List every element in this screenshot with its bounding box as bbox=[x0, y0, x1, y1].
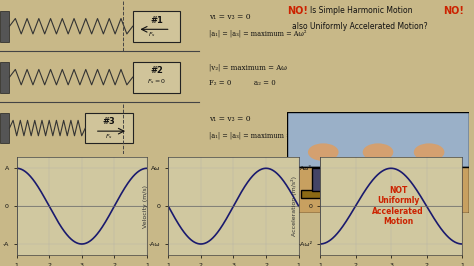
Y-axis label: Acceleration (m/s²): Acceleration (m/s²) bbox=[291, 176, 297, 236]
Text: F₂ = 0          a₂ = 0: F₂ = 0 a₂ = 0 bbox=[209, 79, 275, 87]
FancyBboxPatch shape bbox=[0, 62, 9, 93]
FancyBboxPatch shape bbox=[287, 167, 469, 213]
Y-axis label: Velocity (m/s): Velocity (m/s) bbox=[143, 185, 148, 228]
FancyBboxPatch shape bbox=[287, 112, 469, 167]
Text: $F_s$: $F_s$ bbox=[105, 132, 113, 141]
Text: v₁ = v₃ = 0: v₁ = v₃ = 0 bbox=[209, 13, 250, 21]
FancyBboxPatch shape bbox=[312, 168, 334, 190]
Text: NO!: NO! bbox=[287, 6, 308, 16]
Text: $F_s = 0$: $F_s = 0$ bbox=[147, 77, 166, 86]
Text: Is Simple Harmonic Motion: Is Simple Harmonic Motion bbox=[310, 6, 413, 15]
Text: #3: #3 bbox=[103, 117, 115, 126]
Circle shape bbox=[309, 144, 338, 160]
Text: NO!: NO! bbox=[443, 6, 464, 16]
FancyBboxPatch shape bbox=[418, 168, 440, 190]
Text: NOT
Uniformly
Accelerated
Motion: NOT Uniformly Accelerated Motion bbox=[373, 186, 424, 226]
Text: #2: #2 bbox=[150, 66, 163, 76]
FancyBboxPatch shape bbox=[133, 62, 180, 93]
Text: |a₁| = |a₃| = maximum = Aω²: |a₁| = |a₃| = maximum = Aω² bbox=[209, 30, 306, 38]
Text: |v₂| = maximum = Aω: |v₂| = maximum = Aω bbox=[209, 64, 287, 72]
Text: $F_s$: $F_s$ bbox=[148, 30, 155, 39]
FancyBboxPatch shape bbox=[407, 190, 451, 198]
Text: v₁ = v₃ = 0: v₁ = v₃ = 0 bbox=[209, 115, 250, 123]
FancyBboxPatch shape bbox=[356, 190, 400, 198]
FancyBboxPatch shape bbox=[0, 11, 9, 42]
FancyBboxPatch shape bbox=[133, 11, 180, 42]
FancyBboxPatch shape bbox=[367, 168, 389, 190]
Y-axis label: Position (m): Position (m) bbox=[0, 188, 1, 225]
Circle shape bbox=[414, 144, 444, 160]
Circle shape bbox=[364, 144, 392, 160]
FancyBboxPatch shape bbox=[0, 113, 9, 143]
Text: also Uniformly Accelerated Motion?: also Uniformly Accelerated Motion? bbox=[292, 22, 427, 31]
FancyBboxPatch shape bbox=[85, 113, 133, 143]
Text: |a₁| = |a₃| = maximum = Aω²: |a₁| = |a₃| = maximum = Aω² bbox=[209, 132, 306, 140]
Text: #1: #1 bbox=[150, 15, 163, 24]
FancyBboxPatch shape bbox=[301, 190, 345, 198]
